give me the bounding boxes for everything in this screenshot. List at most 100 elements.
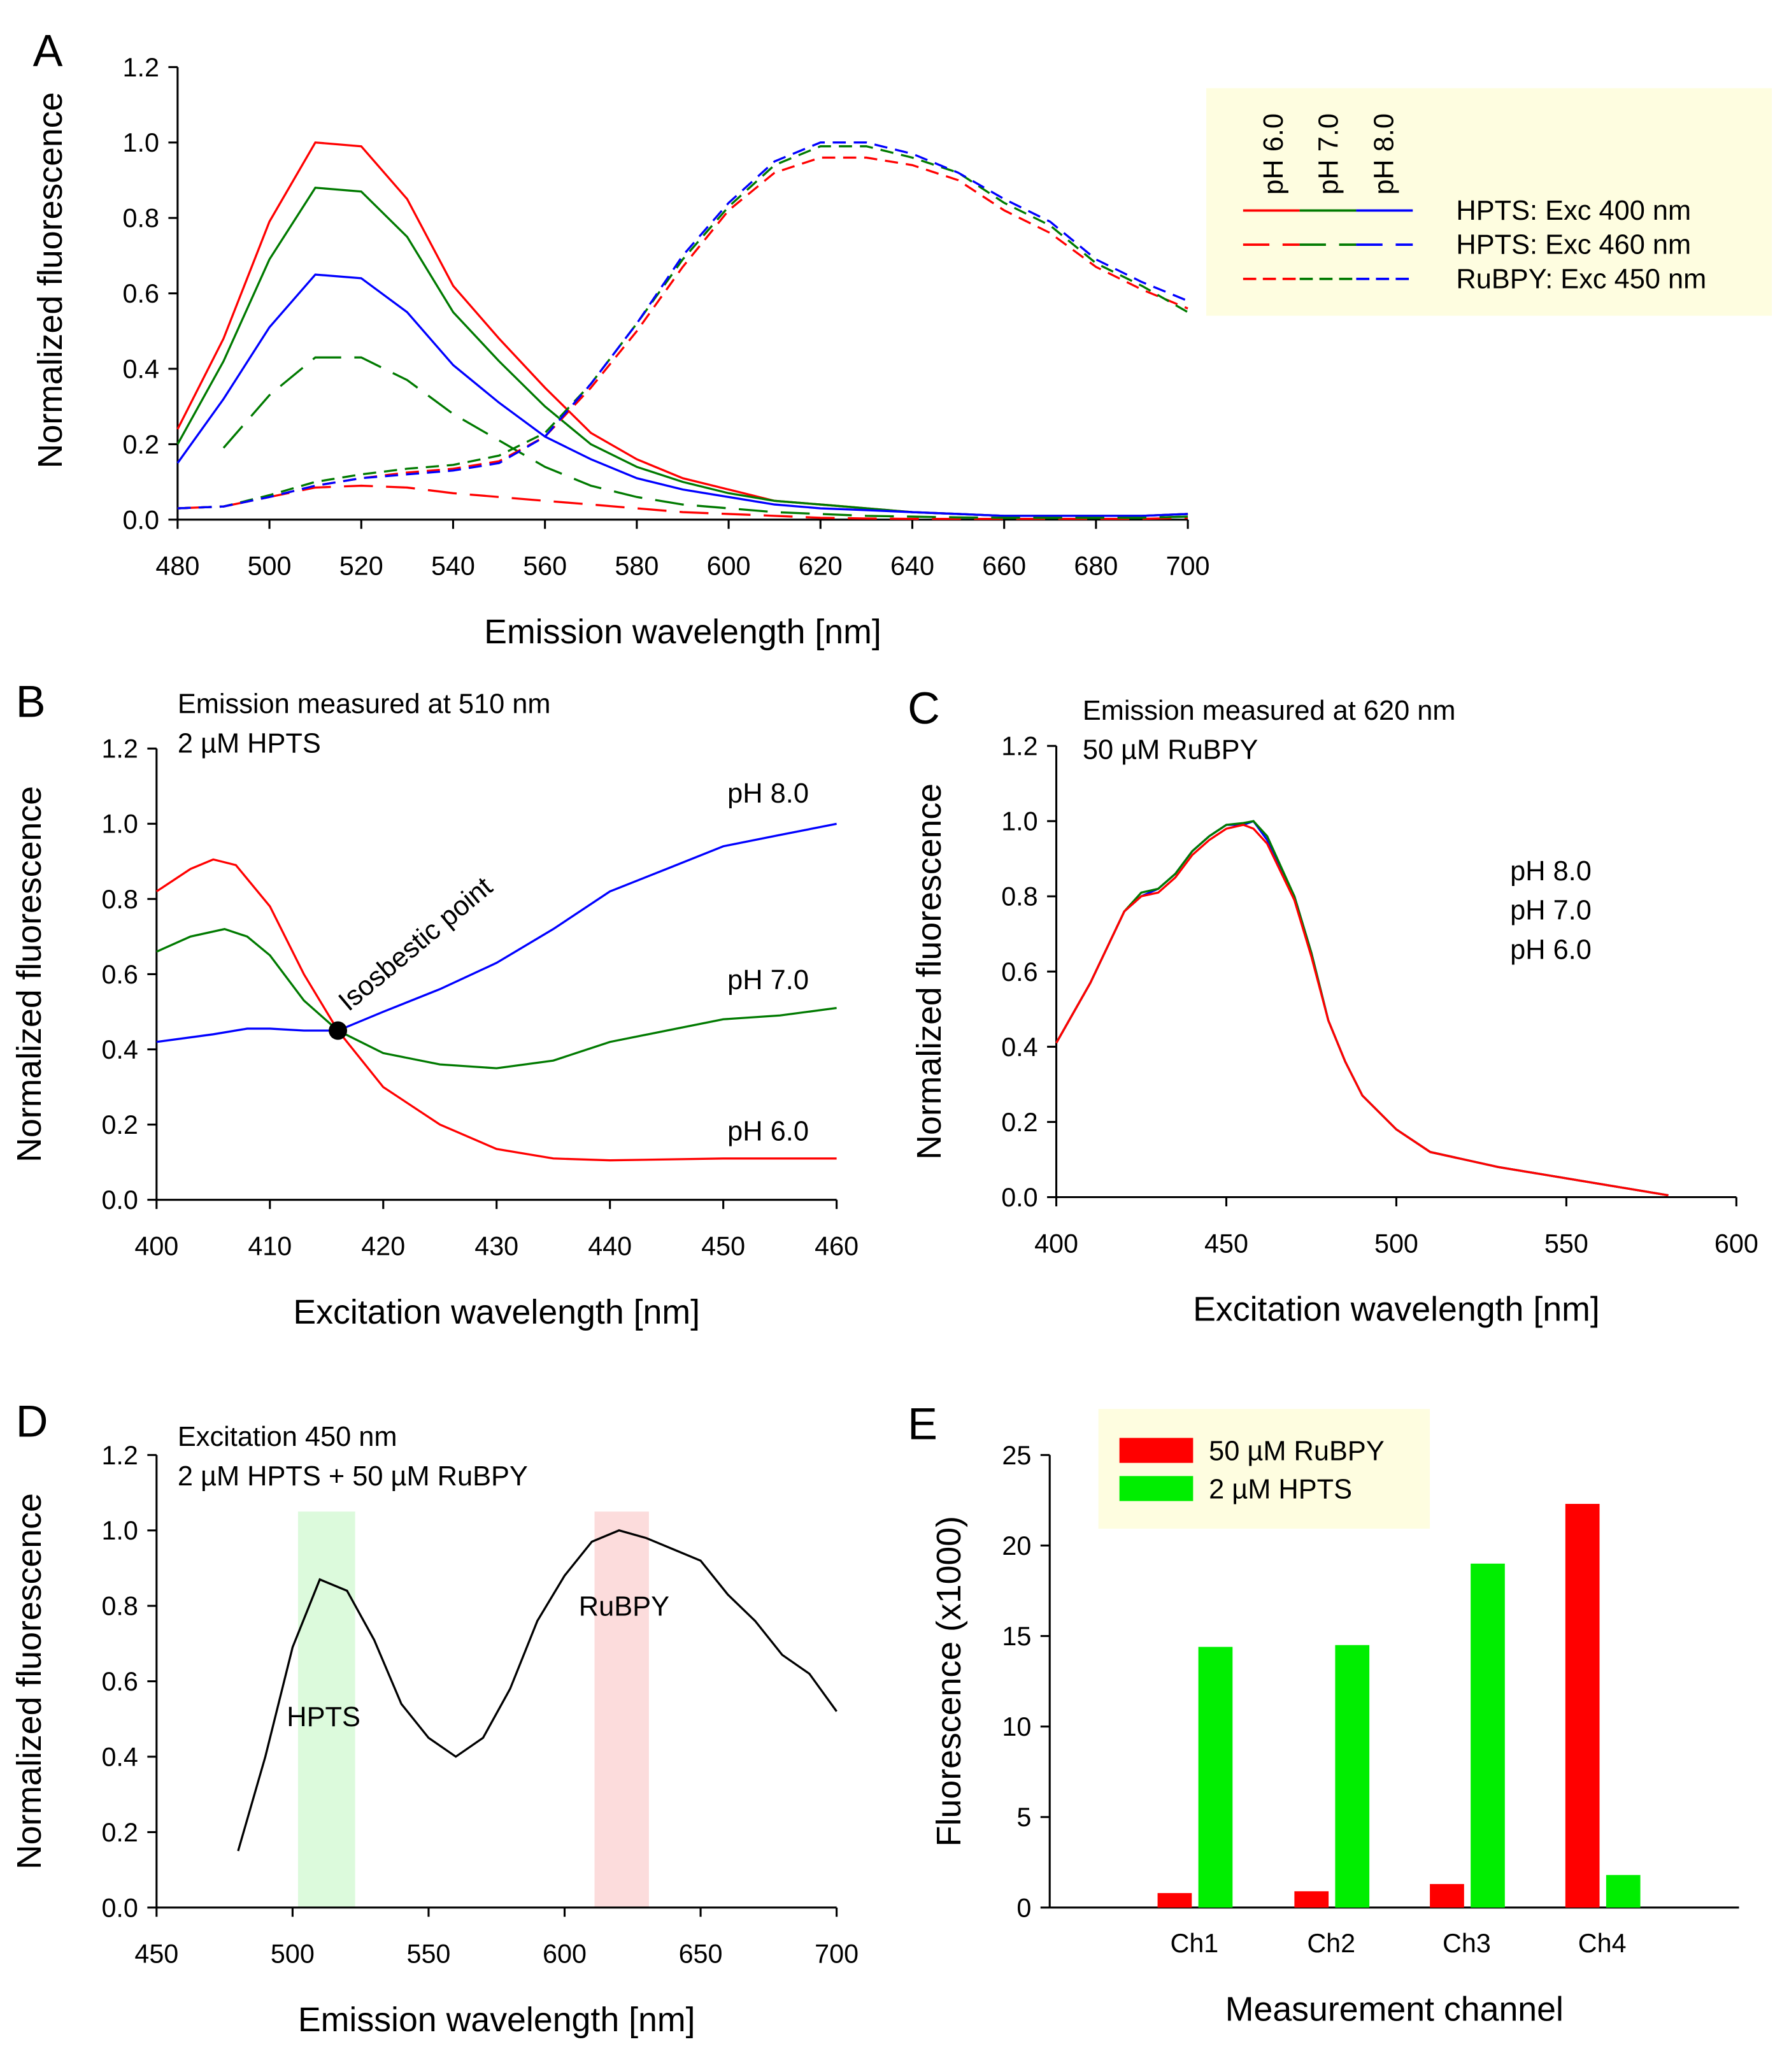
x-tick-label: 640	[890, 552, 934, 581]
x-tick-label: 480	[155, 552, 199, 581]
highlight-band-rubpy	[594, 1511, 649, 1908]
y-tick-label: 0.8	[1001, 882, 1037, 911]
band-label: RuBPY	[579, 1591, 669, 1622]
panel-C: C 0.0 0.2 0.4 0.6 0.8 1.0 1.2 400 450 500 550 600 Exc…	[908, 683, 1758, 1329]
legend-box	[1098, 1409, 1430, 1529]
legend-label: HPTS: Exc 400 nm	[1456, 196, 1691, 226]
x-tick-label: 430	[474, 1231, 518, 1261]
x-tick-label: 520	[339, 552, 383, 581]
y-tick-label: 0.8	[123, 204, 159, 233]
x-tick-label: 400	[1034, 1229, 1078, 1258]
isosbestic-label: Isosbestic point	[333, 871, 499, 1017]
y-tick-label: 0.0	[101, 1893, 138, 1922]
series-line-ph-8-0	[177, 141, 1188, 510]
x-tick-label: 580	[615, 552, 659, 581]
x-tick-label: 700	[815, 1940, 859, 1969]
x-tick-label: 420	[361, 1231, 405, 1261]
y-tick-label: 1.0	[101, 1516, 138, 1545]
x-tick-label: 560	[523, 552, 567, 581]
y-tick-label: 25	[1002, 1441, 1031, 1470]
annotation: 2 µM HPTS	[178, 728, 321, 759]
series-label: pH 6.0	[727, 1117, 809, 1147]
panel-letter: D	[16, 1396, 48, 1446]
annotation: Emission measured at 620 nm	[1083, 696, 1456, 726]
y-tick-label: 1.0	[1001, 807, 1037, 836]
y-tick-label: 0.8	[101, 1592, 138, 1621]
series-line-ph-6-0	[1055, 824, 1669, 1197]
y-tick-label: 0.4	[101, 1742, 138, 1771]
y-tick-label: 0.2	[101, 1818, 138, 1847]
panel-D: D 0.0 0.2 0.4 0.6 0.8 1.0 1.2 450 500 550 600 650 700…	[10, 1396, 859, 2039]
panel-E: E 0 5 10 15 20 25 Measurement channel Fluorescen…	[908, 1399, 1739, 2028]
y-tick-label: 0.8	[101, 885, 138, 914]
panel-letter: A	[33, 25, 63, 75]
y-axis-title: Normalized fluorescence	[10, 1493, 48, 1869]
legend-label: RuBPY: Exc 450 nm	[1456, 264, 1706, 294]
y-tick-label: 0.2	[101, 1110, 138, 1140]
series-label: pH 8.0	[727, 778, 809, 809]
category-label: Ch2	[1307, 1929, 1355, 1958]
y-axis-title: Normalized fluorescence	[31, 92, 69, 469]
series-line-ph-6-0	[177, 484, 1188, 520]
y-tick-label: 1.2	[1001, 732, 1037, 761]
y-tick-label: 1.2	[101, 734, 138, 764]
x-tick-label: 450	[134, 1940, 178, 1969]
y-tick-label: 0.2	[1001, 1108, 1037, 1137]
x-tick-label: 600	[1714, 1229, 1758, 1258]
bar-ch1-hpts	[1198, 1647, 1233, 1908]
panel-B: B 0.0 0.2 0.4 0.6 0.8 1.0 1.2 400 410 420 430 440 450…	[10, 676, 859, 1331]
category-label: Ch3	[1443, 1929, 1491, 1958]
x-tick-label: 550	[406, 1940, 450, 1969]
series-line-ph-8-0	[176, 273, 1188, 517]
legend: pH 6.0 pH 7.0 pH 8.0 HPTS: Exc 400 nm HPTS: …	[1206, 88, 1772, 316]
y-tick-label: 0	[1016, 1893, 1031, 1922]
y-tick-label: 0.4	[1001, 1032, 1037, 1062]
bar-ch2-rubpy	[1294, 1891, 1329, 1908]
x-tick-label: 600	[707, 552, 751, 581]
series-label: pH 6.0	[1510, 935, 1592, 966]
bar-ch3-hpts	[1471, 1563, 1505, 1908]
x-tick-label: 700	[1166, 552, 1210, 581]
y-axis-title: Normalized fluorescence	[10, 786, 48, 1162]
x-axis-title: Emission wavelength [nm]	[484, 613, 881, 651]
y-tick-label: 0.6	[101, 1667, 138, 1696]
annotation: Emission measured at 510 nm	[178, 689, 551, 719]
series-line-ph-6-0	[155, 858, 837, 1162]
series-label: pH 7.0	[727, 965, 809, 996]
y-tick-label: 1.2	[123, 53, 159, 82]
legend-label: HPTS: Exc 460 nm	[1456, 230, 1691, 261]
x-tick-label: 650	[679, 1940, 723, 1969]
legend-label: 50 µM RuBPY	[1209, 1436, 1385, 1467]
y-tick-label: 0.4	[123, 354, 159, 383]
legend-ph-label: pH 6.0	[1258, 113, 1289, 195]
annotation: Excitation 450 nm	[178, 1422, 397, 1452]
y-axis-title: Normalized fluorescence	[910, 783, 948, 1160]
panel-letter: C	[908, 683, 940, 733]
series-line-ph-7-0	[222, 356, 1188, 519]
series-line-ph-8-0	[156, 822, 837, 1043]
legend-ph-label: pH 8.0	[1369, 113, 1399, 195]
x-tick-label: 500	[248, 552, 292, 581]
y-tick-label: 5	[1016, 1803, 1031, 1832]
legend-label: 2 µM HPTS	[1209, 1474, 1352, 1504]
series-line-ph-6-0	[177, 156, 1188, 510]
legend-swatch	[1119, 1438, 1194, 1463]
series-line-ph-7-0	[156, 927, 837, 1069]
y-tick-label: 0.6	[1001, 957, 1037, 987]
x-tick-label: 500	[271, 1940, 315, 1969]
bar-ch1-rubpy	[1157, 1893, 1192, 1908]
bar-ch4-hpts	[1606, 1875, 1641, 1908]
y-tick-label: 20	[1002, 1531, 1031, 1561]
x-axis-title: Excitation wavelength [nm]	[1193, 1290, 1600, 1329]
panel-A: A 0.0 0.2 0.4 0.6 0.8 1.0 1.2 480 500 520 540 560 580…	[31, 25, 1772, 651]
bar-ch3-rubpy	[1430, 1883, 1464, 1908]
x-tick-label: 500	[1374, 1229, 1418, 1258]
series-label: pH 8.0	[1510, 856, 1592, 887]
annotation: 2 µM HPTS + 50 µM RuBPY	[178, 1461, 528, 1492]
y-tick-label: 0.6	[123, 279, 159, 308]
y-tick-label: 0.0	[101, 1185, 138, 1215]
x-axis-title: Emission wavelength [nm]	[298, 2001, 695, 2039]
series-line-curve	[237, 1529, 837, 1852]
series-line-ph-7-0	[177, 145, 1188, 510]
